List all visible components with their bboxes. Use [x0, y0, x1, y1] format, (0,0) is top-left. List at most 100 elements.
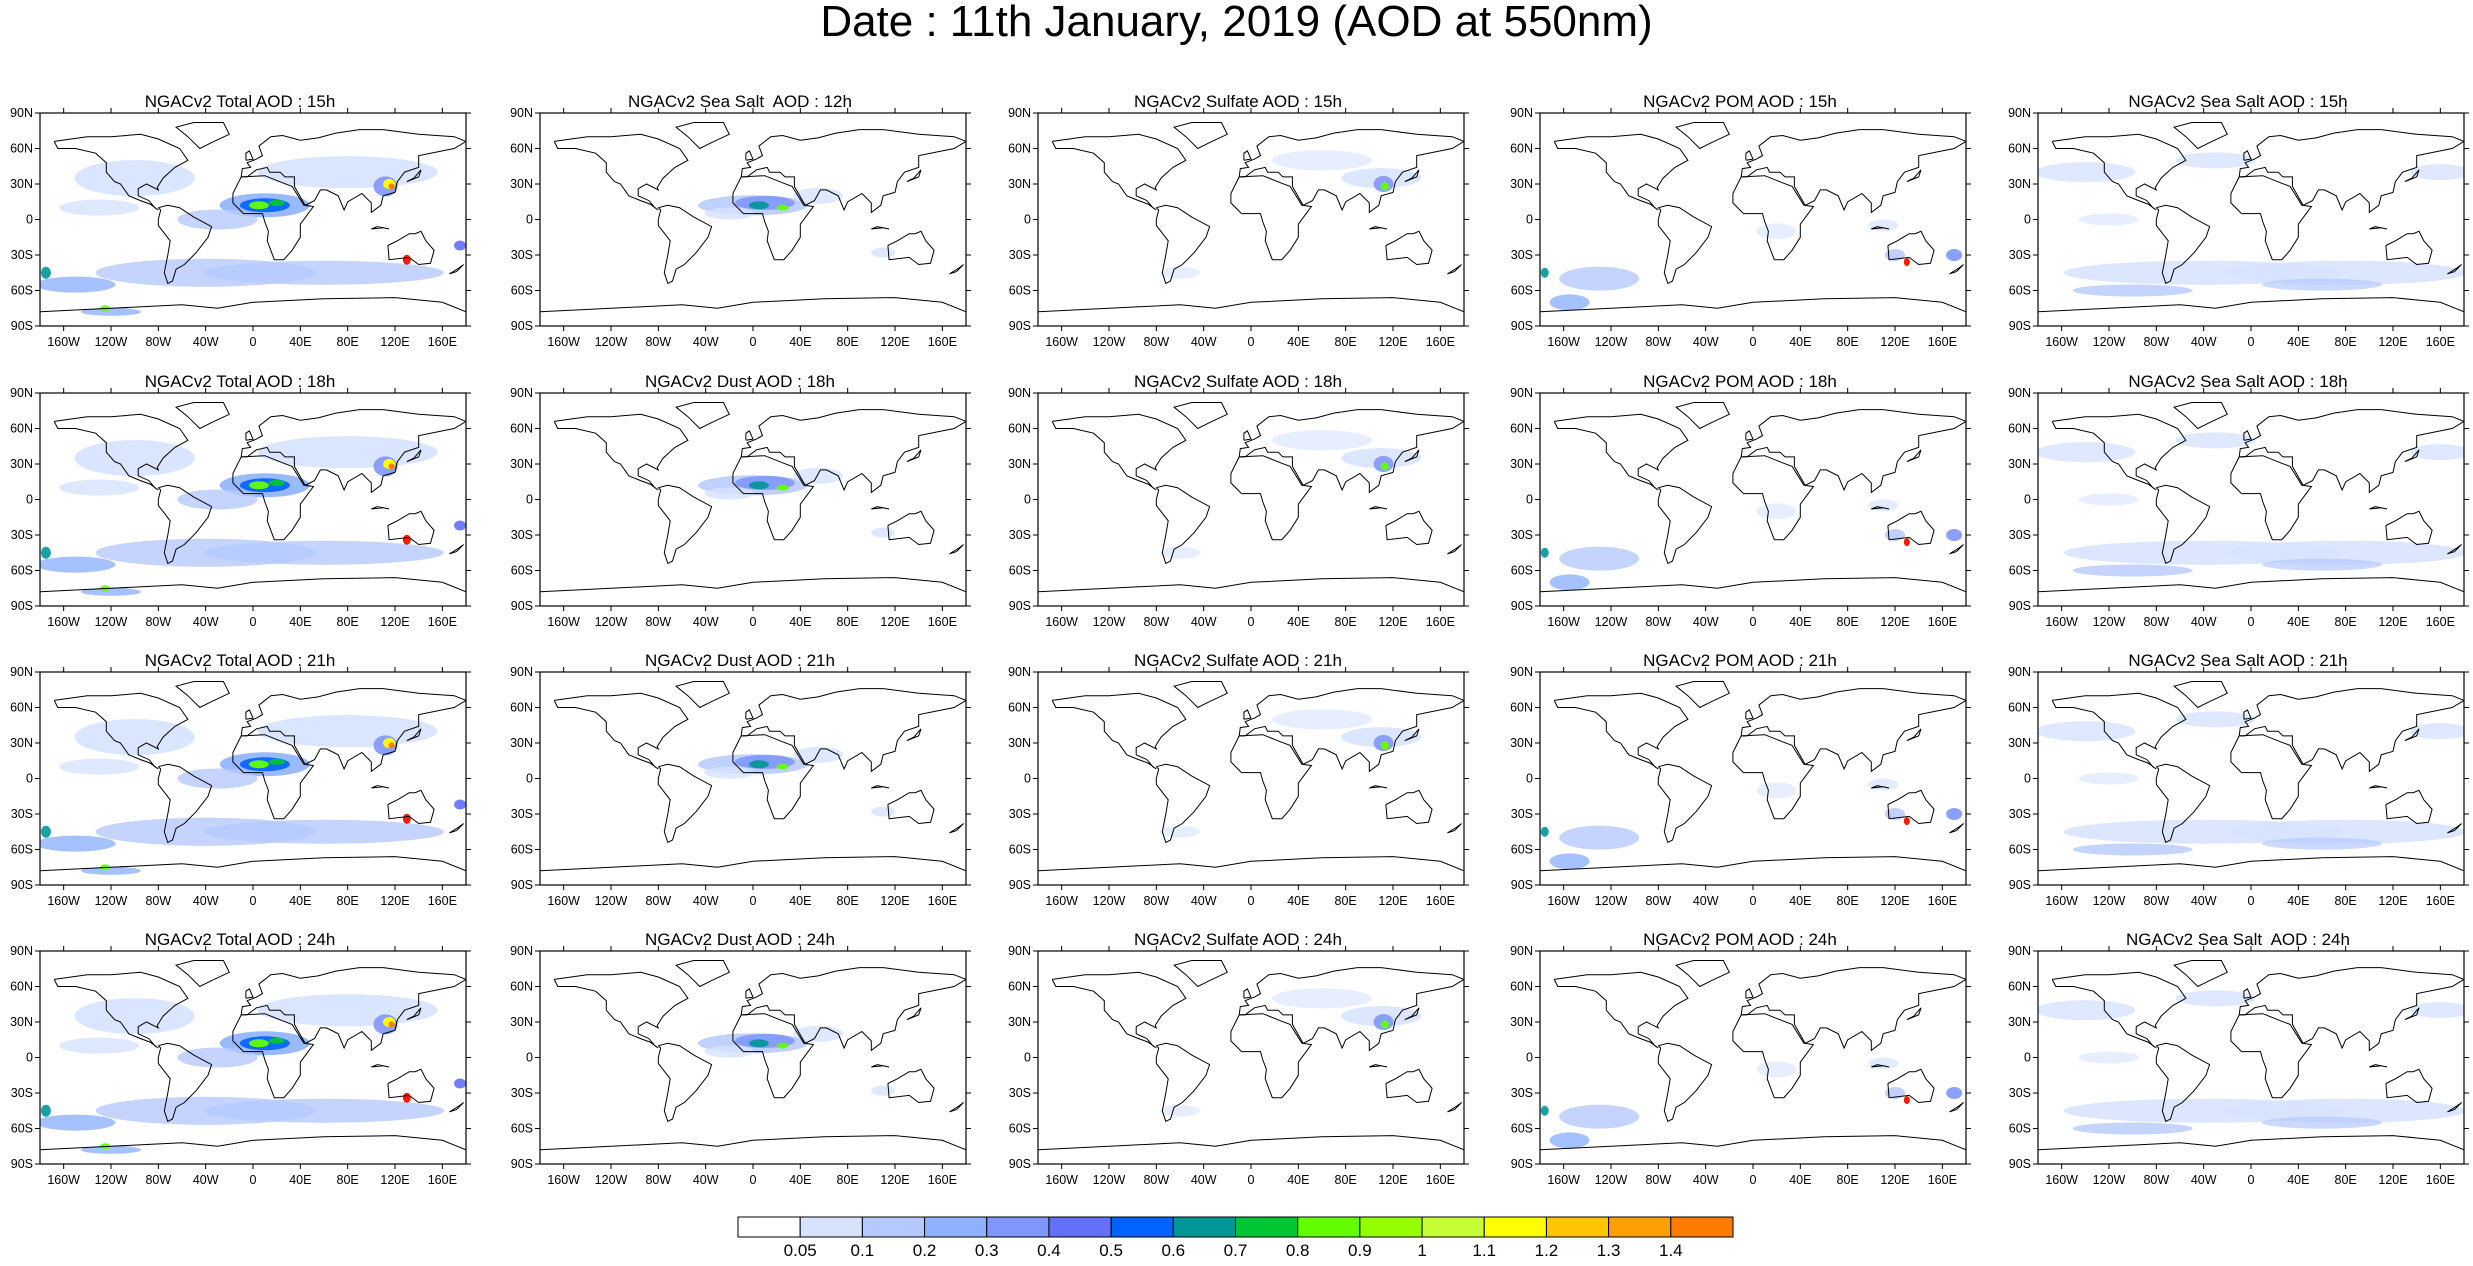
- lat-tick-label: 60S: [511, 564, 533, 578]
- lat-tick-label: 60N: [2008, 980, 2031, 994]
- panel-title: NGACv2 Dust AOD : 24h: [645, 930, 835, 949]
- lon-tick-label: 160E: [1928, 1173, 1957, 1187]
- map-plot: 90N 60N 30N 0 30S 60S 90S 160W 120W 80W 40W 0 40E 80E…: [2008, 665, 2469, 908]
- lon-tick-label: 40W: [693, 1173, 719, 1187]
- lon-tick-label: 40W: [2191, 335, 2217, 349]
- lon-tick-label: 120W: [595, 1173, 628, 1187]
- lon-tick-label: 40W: [193, 615, 219, 629]
- lat-tick-label: 0: [2024, 1051, 2031, 1065]
- colorbar-box: [924, 1216, 988, 1238]
- lat-tick-label: 60N: [2008, 701, 2031, 715]
- panel-title: NGACv2 Sulfate AOD : 24h: [1134, 930, 1342, 949]
- lat-tick-label: 60N: [510, 701, 533, 715]
- lat-tick-label: 30N: [1510, 457, 1533, 471]
- lon-tick-label: 120W: [2093, 615, 2126, 629]
- map-panel: NGACv2 Total AOD : 18h 90N 60N 30N 0 30S 60S 90…: [0, 372, 480, 652]
- lat-tick-label: 30S: [1511, 1086, 1533, 1100]
- colorbar-box: [1297, 1216, 1361, 1238]
- lat-tick-label: 0: [526, 772, 533, 786]
- lon-tick-label: 80E: [337, 615, 359, 629]
- lon-tick-label: 40W: [693, 335, 719, 349]
- lon-tick-label: 120W: [2093, 1173, 2126, 1187]
- aod-field: [1160, 988, 1422, 1117]
- map-panel: NGACv2 Sea Salt AOD : 18h 90N 60N 30N 0 30S 60…: [1998, 372, 2473, 652]
- lon-tick-label: 160W: [1547, 615, 1580, 629]
- lon-tick-label: 0: [2248, 894, 2255, 908]
- coastlines: [40, 402, 466, 593]
- lon-tick-label: 40W: [693, 615, 719, 629]
- lon-tick-label: 120E: [380, 1173, 409, 1187]
- lon-tick-label: 80E: [2335, 335, 2357, 349]
- lon-tick-label: 80E: [1837, 335, 1859, 349]
- lat-tick-label: 60S: [1009, 564, 1031, 578]
- lat-tick-label: 30S: [11, 528, 33, 542]
- lon-tick-label: 0: [1248, 1173, 1255, 1187]
- lat-tick-label: 0: [26, 493, 33, 507]
- lon-tick-label: 40W: [1693, 615, 1719, 629]
- lat-tick-label: 90N: [2008, 106, 2031, 120]
- map-plot: 90N 60N 30N 0 30S 60S 90S 160W 120W 80W 40W 0 40E 80E…: [2008, 944, 2469, 1187]
- aod-field: [698, 1025, 896, 1096]
- lon-tick-label: 40E: [1789, 335, 1811, 349]
- lon-tick-label: 80E: [337, 335, 359, 349]
- coastlines: [1540, 122, 1966, 313]
- panel-title: NGACv2 Dust AOD : 21h: [645, 651, 835, 670]
- coastlines: [40, 681, 466, 872]
- lon-tick-label: 120E: [380, 335, 409, 349]
- lon-tick-label: 120W: [595, 335, 628, 349]
- colorbar-svg: 0.05 0.1 0.2 0.3 0.4 0.5 0.6 0.7 0.8 0.9 1 1.1 1.2 1.…: [737, 1216, 1734, 1260]
- panel-title: NGACv2 Sea Salt AOD : 18h: [2128, 372, 2348, 391]
- map-plot: 90N 60N 30N 0 30S 60S 90S 160W 120W 80W 40W 0 40E 80E…: [10, 665, 471, 908]
- lon-tick-label: 160E: [1928, 894, 1957, 908]
- lat-tick-label: 90N: [1008, 665, 1031, 679]
- lon-tick-label: 40E: [2287, 335, 2309, 349]
- lat-tick-label: 90S: [1009, 878, 1031, 892]
- colorbar-label: 0.2: [913, 1241, 937, 1260]
- lon-tick-label: 40W: [2191, 894, 2217, 908]
- lon-tick-label: 120E: [1880, 335, 1909, 349]
- lat-tick-label: 30N: [510, 736, 533, 750]
- lon-tick-label: 0: [1750, 894, 1757, 908]
- lon-tick-label: 40E: [2287, 615, 2309, 629]
- lon-tick-label: 160E: [928, 894, 957, 908]
- lat-tick-label: 60N: [1008, 701, 1031, 715]
- panel-title: NGACv2 Sulfate AOD : 15h: [1134, 92, 1342, 111]
- lat-tick-label: 60S: [2009, 284, 2031, 298]
- lon-tick-label: 80E: [837, 894, 859, 908]
- coastlines: [40, 960, 466, 1151]
- lon-tick-label: 40E: [289, 1173, 311, 1187]
- lat-tick-label: 30N: [510, 457, 533, 471]
- map-panel: NGACv2 POM AOD : 15h 90N 60N 30N 0 30S 60S 90S 1…: [1500, 92, 1980, 372]
- lat-tick-label: 90N: [1510, 386, 1533, 400]
- aod-field: [40, 715, 466, 875]
- lat-tick-label: 60S: [2009, 843, 2031, 857]
- lon-tick-label: 40W: [193, 894, 219, 908]
- lon-tick-label: 160W: [547, 1173, 580, 1187]
- panel-title: NGACv2 Total AOD : 15h: [144, 92, 336, 111]
- lat-tick-label: 60S: [2009, 1122, 2031, 1136]
- lat-tick-label: 0: [526, 493, 533, 507]
- lon-tick-label: 160W: [1045, 335, 1078, 349]
- colorbar-box: [1608, 1216, 1672, 1238]
- lat-tick-label: 60N: [1510, 980, 1533, 994]
- lat-tick-label: 0: [1024, 493, 1031, 507]
- lon-tick-label: 0: [250, 894, 257, 908]
- lon-tick-label: 80W: [145, 615, 171, 629]
- lon-tick-label: 40W: [1191, 335, 1217, 349]
- aod-field: [40, 994, 466, 1154]
- colorbar-label: 0.9: [1348, 1241, 1372, 1260]
- lat-tick-label: 30N: [10, 457, 33, 471]
- coastlines: [540, 122, 966, 313]
- lon-tick-label: 160W: [47, 894, 80, 908]
- panel-title: NGACv2 Sea Salt AOD : 12h: [628, 92, 852, 111]
- lat-tick-label: 60N: [1510, 422, 1533, 436]
- lat-tick-label: 90N: [510, 106, 533, 120]
- lon-tick-label: 120E: [880, 1173, 909, 1187]
- lat-tick-label: 30S: [1009, 248, 1031, 262]
- lon-tick-label: 0: [1248, 615, 1255, 629]
- lon-tick-label: 40E: [789, 894, 811, 908]
- lat-tick-label: 60N: [1510, 701, 1533, 715]
- lon-tick-label: 160E: [1426, 1173, 1455, 1187]
- lat-tick-label: 60S: [2009, 564, 2031, 578]
- aod-field: [2038, 152, 2464, 297]
